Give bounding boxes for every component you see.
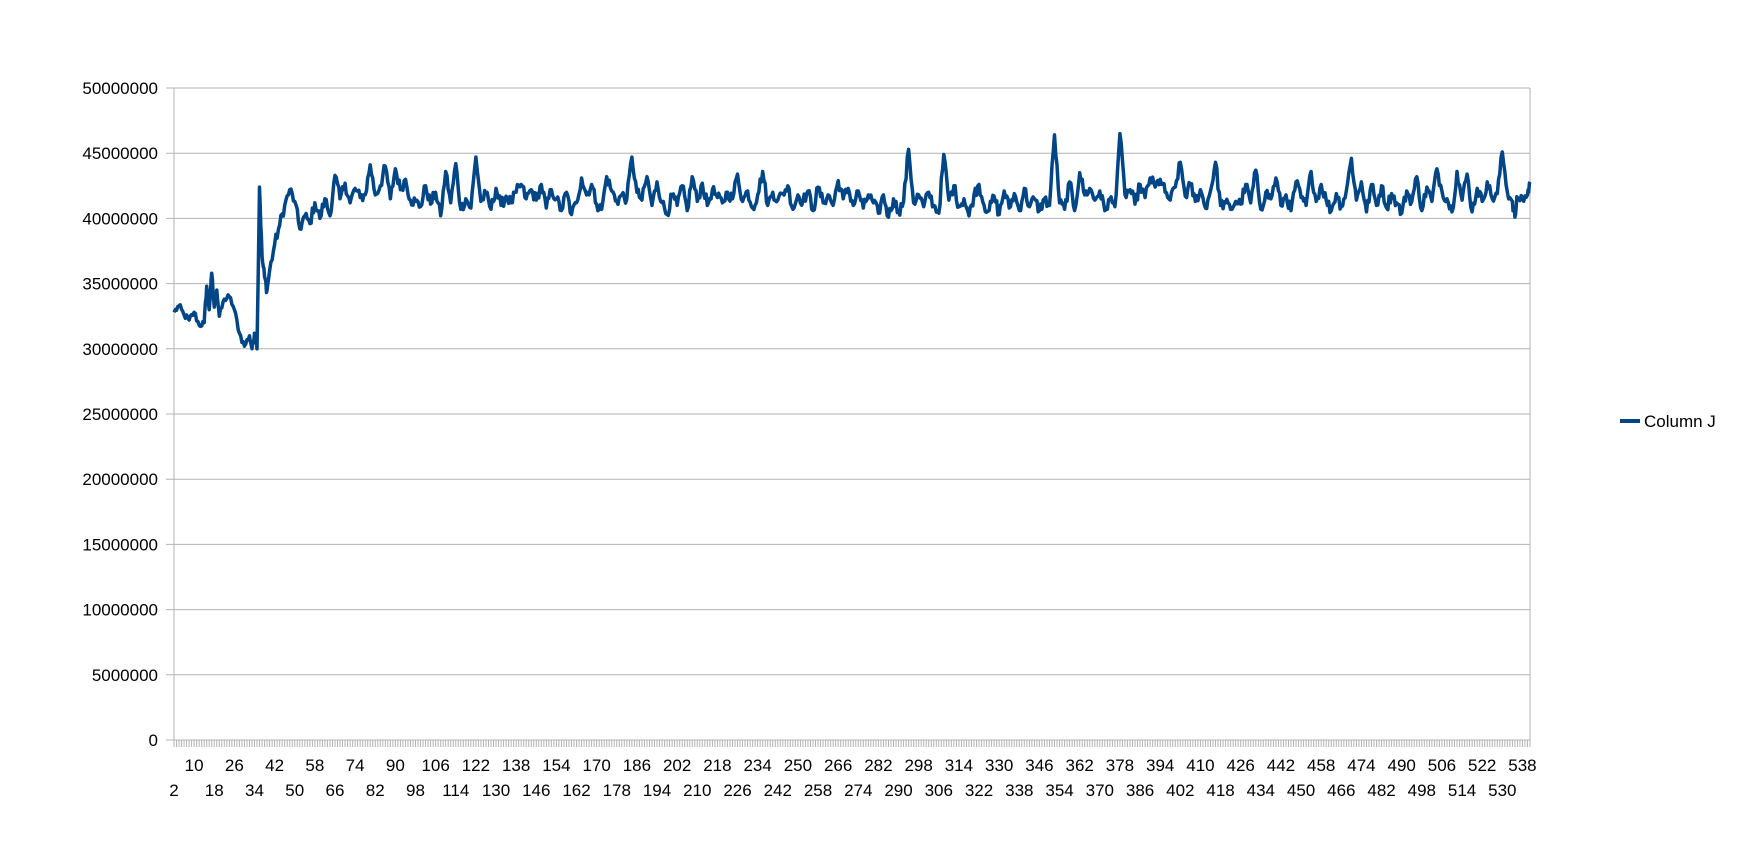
y-tick-label: 40000000 — [82, 209, 158, 228]
x-tick-label: 394 — [1146, 756, 1174, 775]
x-tick-label: 282 — [864, 756, 892, 775]
x-tick-label: 74 — [346, 756, 365, 775]
x-tick-label: 314 — [945, 756, 973, 775]
x-tick-label: 250 — [784, 756, 812, 775]
x-tick-label: 114 — [442, 781, 469, 800]
x-tick-label: 522 — [1468, 756, 1496, 775]
x-tick-label: 106 — [421, 756, 449, 775]
x-tick-label: 450 — [1287, 781, 1315, 800]
x-tick-label: 458 — [1307, 756, 1335, 775]
x-tick-label: 26 — [225, 756, 244, 775]
x-tick-label: 242 — [764, 781, 792, 800]
x-tick-label: 266 — [824, 756, 852, 775]
x-tick-label: 290 — [884, 781, 912, 800]
x-axis — [173, 739, 1531, 747]
legend: Column J — [1620, 412, 1716, 431]
x-tick-label: 274 — [844, 781, 872, 800]
x-tick-label: 306 — [925, 781, 953, 800]
x-tick-label: 90 — [386, 756, 405, 775]
x-tick-label: 58 — [305, 756, 324, 775]
y-tick-label: 25000000 — [82, 405, 158, 424]
x-tick-label: 2 — [169, 781, 178, 800]
x-tick-label: 146 — [522, 781, 550, 800]
x-tick-label: 234 — [743, 756, 771, 775]
x-tick-label: 82 — [366, 781, 385, 800]
x-tick-label: 370 — [1086, 781, 1114, 800]
y-tick-label: 45000000 — [82, 144, 158, 163]
x-tick-label: 42 — [265, 756, 284, 775]
x-tick-label: 330 — [985, 756, 1013, 775]
x-tick-label: 34 — [245, 781, 264, 800]
y-tick-label: 30000000 — [82, 340, 158, 359]
x-tick-label: 434 — [1247, 781, 1275, 800]
x-tick-label: 362 — [1065, 756, 1093, 775]
x-tick-label: 66 — [326, 781, 345, 800]
x-tick-label: 98 — [406, 781, 425, 800]
x-tick-label: 410 — [1186, 756, 1214, 775]
x-tick-label: 298 — [904, 756, 932, 775]
x-tick-label: 378 — [1106, 756, 1134, 775]
x-tick-label: 514 — [1448, 781, 1476, 800]
x-tick-label: 474 — [1347, 756, 1375, 775]
x-tick-label: 442 — [1267, 756, 1295, 775]
x-tick-label: 490 — [1388, 756, 1416, 775]
x-tick-label: 138 — [502, 756, 530, 775]
x-axis-tick-labels: 10 26 42 58 74 90 106 122 138 154 170 186 202 218 234 2… — [169, 756, 1536, 800]
series-line-column-j — [172, 131, 1532, 351]
x-tick-label: 18 — [205, 781, 224, 800]
x-tick-label: 258 — [804, 781, 832, 800]
x-tick-label: 186 — [623, 756, 651, 775]
x-tick-label: 154 — [542, 756, 570, 775]
x-tick-label: 194 — [643, 781, 671, 800]
x-tick-label: 530 — [1488, 781, 1516, 800]
x-tick-label: 386 — [1126, 781, 1154, 800]
x-tick-label: 338 — [1005, 781, 1033, 800]
y-tick-label: 10000000 — [82, 601, 158, 620]
x-tick-label: 354 — [1045, 781, 1073, 800]
x-tick-label: 538 — [1508, 756, 1536, 775]
x-tick-label: 178 — [603, 781, 631, 800]
x-tick-label: 482 — [1367, 781, 1395, 800]
y-tick-label: 15000000 — [82, 535, 158, 554]
x-tick-label: 10 — [185, 756, 204, 775]
x-tick-label: 122 — [462, 756, 490, 775]
x-tick-label: 130 — [482, 781, 510, 800]
y-axis-tick-labels: 0 5000000 10000000 15000000 20000000 25000000… — [82, 79, 158, 750]
x-tick-label: 210 — [683, 781, 711, 800]
x-tick-label: 322 — [965, 781, 993, 800]
y-tick-label: 50000000 — [82, 79, 158, 98]
grid-lines — [166, 87, 1531, 741]
x-tick-label: 346 — [1025, 756, 1053, 775]
y-tick-label: 5000000 — [92, 666, 158, 685]
y-tick-label: 0 — [149, 731, 158, 750]
x-tick-label: 402 — [1166, 781, 1194, 800]
x-tick-label: 506 — [1428, 756, 1456, 775]
y-tick-label: 20000000 — [82, 470, 158, 489]
x-tick-label: 226 — [723, 781, 751, 800]
x-tick-label: 170 — [582, 756, 610, 775]
series-group — [172, 131, 1532, 351]
x-tick-label: 498 — [1408, 781, 1436, 800]
x-tick-label: 426 — [1226, 756, 1254, 775]
x-tick-label: 162 — [562, 781, 590, 800]
x-tick-label: 466 — [1327, 781, 1355, 800]
x-tick-label: 218 — [703, 756, 731, 775]
x-tick-label: 202 — [663, 756, 691, 775]
legend-label-column-j: Column J — [1644, 412, 1716, 431]
x-tick-label: 418 — [1206, 781, 1234, 800]
x-tick-label: 50 — [285, 781, 304, 800]
y-tick-label: 35000000 — [82, 275, 158, 294]
